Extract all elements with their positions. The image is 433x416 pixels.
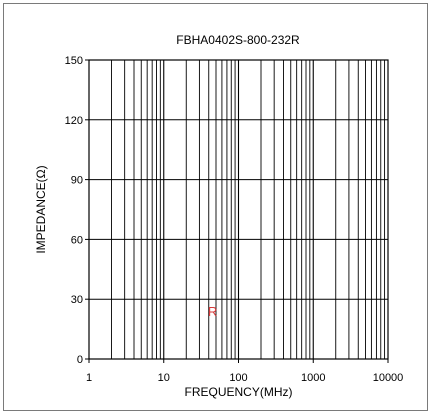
major-gridlines [89, 60, 388, 359]
y-tick-label: 150 [65, 55, 83, 67]
y-tick-label: 60 [71, 234, 83, 246]
x-tick-label: 1 [86, 372, 92, 384]
chart-annotations: R [208, 304, 217, 319]
y-tick-label: 30 [71, 294, 83, 306]
y-axis-title: IMPEDANCE(Ω) [34, 165, 48, 253]
x-tick-label: 10000 [373, 372, 404, 384]
y-tick-label: 90 [71, 175, 83, 187]
x-tick-label: 10 [158, 372, 170, 384]
y-tick-labels: 0 30 60 90 120 150 [65, 55, 89, 366]
x-axis-title: FREQUENCY(MHz) [185, 385, 293, 399]
series-label-r: R [208, 304, 217, 319]
y-tick-label: 0 [77, 354, 83, 366]
x-tick-label: 1000 [301, 372, 325, 384]
chart-frame [3, 3, 428, 411]
minor-gridlines [111, 60, 386, 359]
y-tick-label: 120 [65, 115, 83, 127]
x-tick-label: 100 [229, 372, 247, 384]
chart-title: FBHA0402S-800-232R [176, 33, 300, 47]
x-tick-labels: 1 10 100 1000 10000 [86, 359, 403, 384]
